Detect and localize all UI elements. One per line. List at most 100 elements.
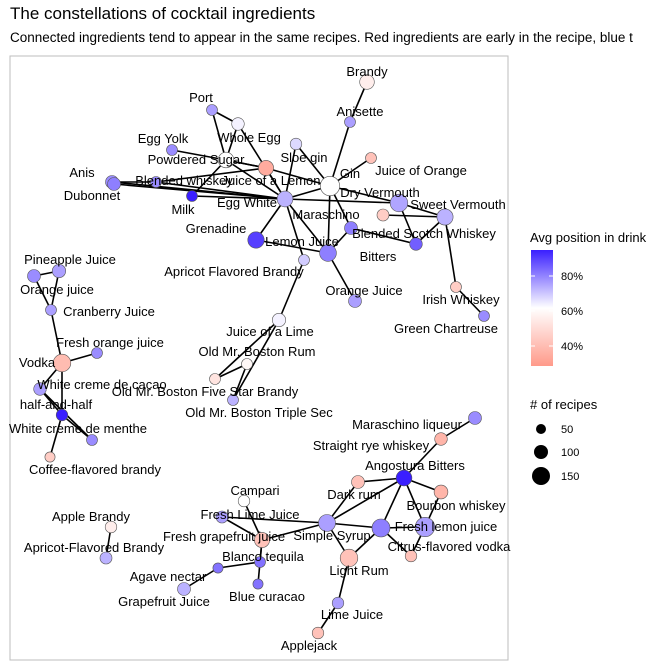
- edge-half_half-coffee_brandy: [49, 414, 63, 458]
- node-label-white_menthe: White creme de menthe: [9, 421, 147, 436]
- node-label-cranberry_juice: Cranberry Juice: [63, 304, 155, 319]
- size-key-150: [532, 467, 550, 485]
- node-egg_white: [276, 190, 294, 208]
- size-tick-50: 50: [561, 424, 573, 436]
- node-orange_juice2: [27, 269, 41, 283]
- size-legend-title: # of recipes: [530, 397, 598, 412]
- node-maraschino: [344, 221, 358, 235]
- node-label-lime_juice: Lime Juice: [321, 607, 383, 622]
- node-apricot_brandy: [298, 254, 310, 266]
- node-straight_rye: [434, 432, 448, 446]
- node-label-orange_juice: Orange Juice: [325, 283, 402, 298]
- node-label-agave: Agave nectar: [130, 569, 207, 584]
- node-bitters: [409, 237, 423, 251]
- node-label-fresh_lemon: Fresh lemon juice: [395, 519, 498, 534]
- node-label-citrus_vodka: Citrus-flavored vodka: [388, 539, 512, 554]
- edge-juice_lemon-blended_whiskey: [155, 167, 267, 183]
- size-tick-150: 150: [561, 471, 579, 483]
- edge-juice_lemon-gin: [265, 167, 331, 187]
- node-white_cacao: [33, 382, 47, 396]
- node-label-sloe_gin: Sloe gin: [281, 150, 328, 165]
- node-label-maraschino_liq: Maraschino liqueur: [352, 417, 463, 432]
- node-label-sweet_vermouth: Sweet Vermouth: [410, 197, 505, 212]
- node-dark_rum: [351, 475, 365, 489]
- node-vodka: [52, 353, 72, 373]
- node-gin: [319, 176, 340, 197]
- node-label-applejack: Applejack: [281, 638, 338, 653]
- node-label-bitters: Bitters: [360, 249, 397, 264]
- node-label-fresh_oj: Fresh orange juice: [56, 335, 164, 350]
- node-whole_egg: [231, 117, 245, 131]
- node-grapefruit_juice: [177, 582, 191, 596]
- edge-straight_rye-angostura: [403, 438, 442, 479]
- node-label-whole_egg: Whole Egg: [217, 130, 281, 145]
- node-label-white_cacao: White creme de cacao: [37, 377, 166, 392]
- node-label-triple_sec: Old Mr. Boston Triple Sec: [185, 405, 333, 420]
- edge-sweet_vermouth-blended_scotch: [382, 214, 446, 218]
- node-label-anisette: Anisette: [337, 104, 384, 119]
- node-port: [206, 104, 218, 116]
- size-tick-100: 100: [561, 447, 579, 459]
- node-label-lemon_juice: Lemon Juice: [265, 234, 339, 249]
- node-fresh_lemon2: [414, 516, 435, 537]
- node-label-egg_yolk: Egg Yolk: [138, 131, 189, 146]
- edge-juice_lime-boston_rum: [214, 319, 280, 380]
- edge-milk-egg_white: [191, 195, 286, 200]
- node-angostura: [395, 469, 413, 487]
- node-dry_vermouth: [389, 193, 409, 213]
- node-label-green_chartreuse: Green Chartreuse: [394, 321, 498, 336]
- color-tick-40: 40%: [561, 341, 583, 353]
- edge-irish_whiskey-green_chartreuse: [455, 286, 485, 317]
- node-juice_lime: [271, 312, 286, 327]
- node-label-blue_curacao: Blue curacao: [229, 589, 305, 604]
- node-blanco: [254, 556, 266, 568]
- node-egg_yolk: [166, 144, 178, 156]
- node-lime_juice: [331, 596, 345, 610]
- size-legend: # of recipes 50 100 150: [530, 397, 598, 485]
- node-layer: [27, 74, 490, 640]
- node-label-powdered_sugar: Powdered Sugar: [148, 152, 246, 167]
- edge-lemon_juice-grenadine: [255, 239, 329, 254]
- edge-egg_yolk-powdered_sugar: [171, 149, 227, 161]
- color-legend: Avg position in drink 80% 60% 40%: [530, 230, 647, 366]
- edge-egg_white-lemon_juice: [284, 198, 329, 254]
- node-fresh_oj: [91, 347, 103, 359]
- node-label-pineapple_juice: Pineapple Juice: [24, 252, 116, 267]
- node-label-gin: Gin: [340, 166, 360, 181]
- edge-maraschino-bitters: [350, 227, 417, 245]
- node-label-dark_rum: Dark rum: [327, 487, 380, 502]
- color-tick-80: 80%: [561, 271, 583, 283]
- node-label-blended_whiskey: Blended whiskey: [135, 173, 233, 188]
- node-blended_scotch: [376, 208, 390, 222]
- node-maraschino_liq: [468, 411, 482, 425]
- node-label-grenadine: Grenadine: [186, 221, 247, 236]
- node-fresh_lime: [215, 510, 229, 524]
- edge-dubonnet-egg_white: [113, 183, 286, 200]
- node-campari: [237, 494, 251, 508]
- node-label-grapefruit_juice: Grapefruit Juice: [118, 594, 210, 609]
- color-legend-bar: [531, 250, 553, 366]
- node-bourbon: [433, 484, 449, 500]
- edge-sweet_vermouth-irish_whiskey: [444, 216, 457, 288]
- size-key-100: [534, 445, 548, 459]
- chart-title: The constellations of cocktail ingredien…: [10, 4, 316, 23]
- node-half_half: [55, 408, 69, 422]
- node-fresh_lemon: [371, 518, 391, 538]
- node-label-simple_syrup: Simple Syrup: [293, 528, 370, 543]
- node-label-port: Port: [189, 90, 213, 105]
- node-label-straight_rye: Straight rye whiskey: [313, 438, 430, 453]
- node-label-dry_vermouth: Dry Vermouth: [340, 185, 419, 200]
- node-label-blanco: Blanco tequila: [222, 549, 304, 564]
- node-blended_whiskey: [150, 176, 162, 188]
- color-legend-title: Avg position in drink: [530, 230, 647, 245]
- node-powdered_sugar: [217, 151, 235, 169]
- color-tick-60: 60%: [561, 306, 583, 318]
- node-five_star: [241, 358, 253, 370]
- node-label-egg_white: Egg White: [217, 195, 277, 210]
- node-fresh_grapefruit: [254, 532, 270, 548]
- node-label-vodka: Vodka: [19, 355, 56, 370]
- node-label-juice_lemon: Juice of a Lemon: [221, 173, 320, 188]
- edge-gin-dry_vermouth: [329, 185, 400, 204]
- node-label-apple_brandy: Apple Brandy: [52, 509, 131, 524]
